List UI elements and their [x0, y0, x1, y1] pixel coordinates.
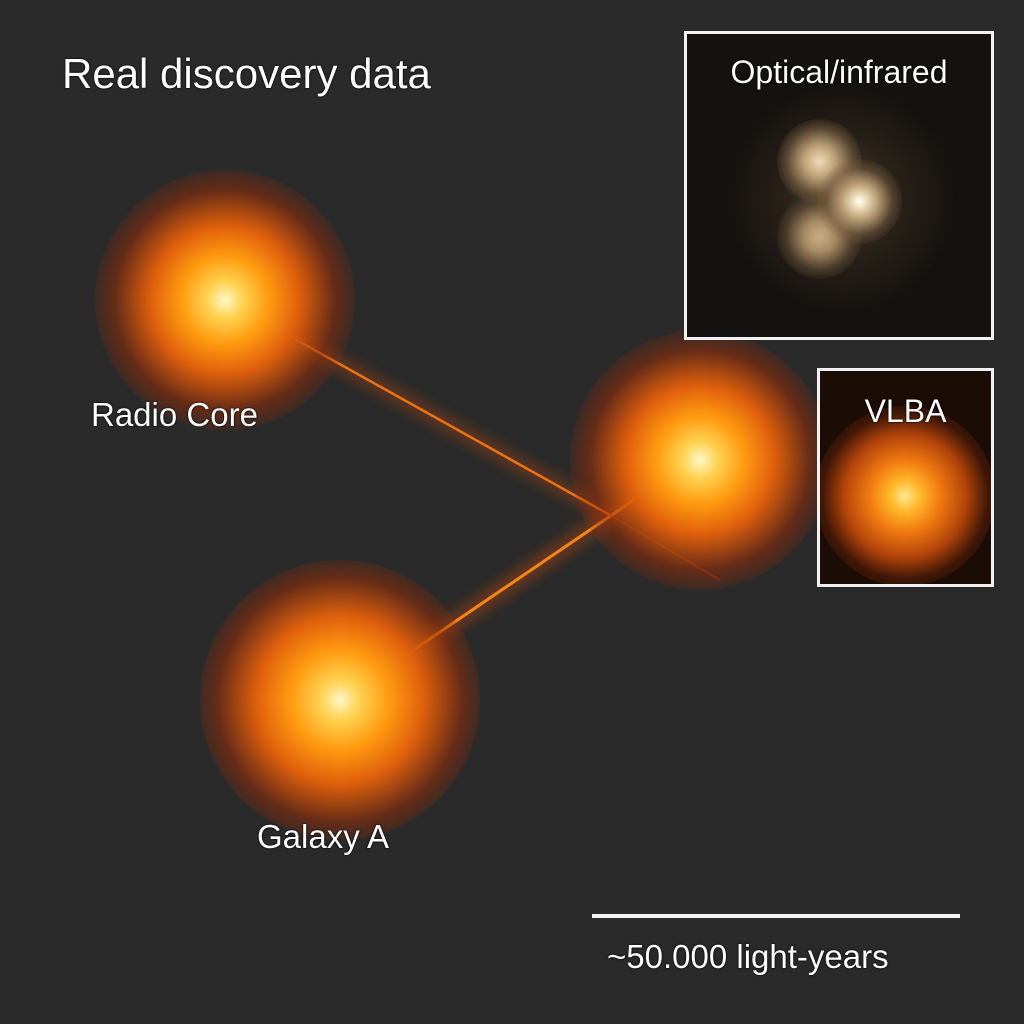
vlba-inset: VLBA	[817, 368, 994, 587]
galaxy-a-label: Galaxy A	[257, 818, 390, 855]
page-title: Real discovery data	[62, 50, 431, 97]
optical-source-1	[777, 119, 862, 204]
optical-inset-label: Optical/infrared	[730, 54, 948, 90]
optical-source-2	[777, 194, 862, 279]
optical-halo	[727, 84, 957, 314]
scale-bar-label: ~50.000 light-years	[607, 938, 889, 975]
optical-source-3	[817, 159, 902, 244]
vlba-source	[820, 406, 991, 584]
scale-bar	[592, 914, 960, 918]
optical-infrared-inset: Optical/infrared	[684, 31, 994, 340]
vlba-inset-label: VLBA	[864, 393, 947, 429]
radio-core-label: Radio Core	[91, 396, 258, 433]
